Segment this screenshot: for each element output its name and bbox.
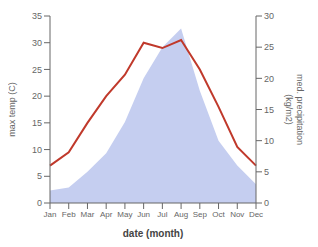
svg-text:15: 15 (264, 105, 274, 115)
svg-text:Sep: Sep (193, 210, 208, 219)
svg-text:(kg/m2): (kg/m2) (284, 94, 294, 125)
svg-text:30: 30 (32, 38, 42, 48)
svg-text:0: 0 (264, 198, 269, 208)
svg-text:Feb: Feb (62, 210, 76, 219)
svg-text:25: 25 (264, 42, 274, 52)
svg-text:med. precipitation: med. precipitation (295, 74, 305, 145)
svg-text:25: 25 (32, 65, 42, 75)
svg-text:Apr: Apr (100, 210, 113, 219)
svg-text:May: May (117, 210, 132, 219)
svg-text:Jan: Jan (44, 210, 57, 219)
svg-text:10: 10 (264, 136, 274, 146)
svg-text:Jul: Jul (157, 210, 167, 219)
svg-text:20: 20 (264, 74, 274, 84)
svg-text:Aug: Aug (174, 210, 188, 219)
svg-text:5: 5 (264, 167, 269, 177)
svg-text:date (month): date (month) (123, 228, 184, 239)
svg-text:max temp (C): max temp (C) (8, 82, 17, 137)
svg-text:Dec: Dec (249, 210, 263, 219)
svg-text:Oct: Oct (212, 210, 225, 219)
svg-text:Mar: Mar (81, 210, 95, 219)
svg-text:35: 35 (32, 11, 42, 21)
svg-text:20: 20 (32, 91, 42, 101)
svg-text:0: 0 (37, 198, 42, 208)
svg-text:10: 10 (32, 145, 42, 155)
svg-text:30: 30 (264, 11, 274, 21)
svg-text:15: 15 (32, 118, 42, 128)
svg-text:5: 5 (37, 171, 42, 181)
svg-text:Jun: Jun (137, 210, 150, 219)
svg-text:Nov: Nov (230, 210, 244, 219)
